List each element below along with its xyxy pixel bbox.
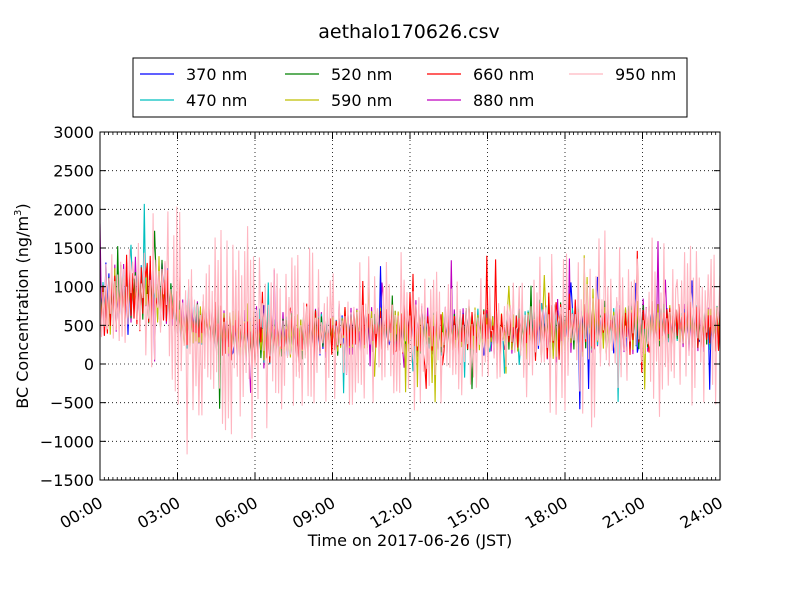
legend-label: 370 nm: [186, 65, 247, 84]
y-tick-label: 1500: [53, 239, 94, 258]
legend-label: 590 nm: [331, 91, 392, 110]
legend-frame: [132, 57, 688, 118]
series-layer: [100, 203, 720, 455]
chart-title: aethalo170626.csv: [318, 21, 500, 43]
y-tick-label: 500: [63, 316, 94, 335]
x-axis-label: Time on 2017-06-26 (JST): [307, 531, 512, 550]
y-tick-label: 0: [84, 355, 94, 374]
y-tick-label: 2500: [53, 162, 94, 181]
y-tick-label: −1000: [40, 432, 94, 451]
legend-label: 520 nm: [331, 65, 392, 84]
legend-label: 880 nm: [473, 91, 534, 110]
y-tick-label: −500: [50, 394, 94, 413]
y-tick-label: 1000: [53, 278, 94, 297]
y-tick-label: 2000: [53, 200, 94, 219]
series-line-950nm: [100, 206, 720, 455]
y-tick-label: −1500: [40, 471, 94, 490]
legend-label: 470 nm: [186, 91, 247, 110]
y-axis-label: BC Concentration (ng/m3): [13, 203, 32, 408]
plot-frame: [99, 131, 721, 481]
y-tick-label: 3000: [53, 123, 94, 142]
legend-label: 950 nm: [615, 65, 676, 84]
legend-label: 660 nm: [473, 65, 534, 84]
legend: 370 nm 470 nm 520 nm 590 nm 660 nm 880 nm 950 …: [132, 57, 688, 118]
